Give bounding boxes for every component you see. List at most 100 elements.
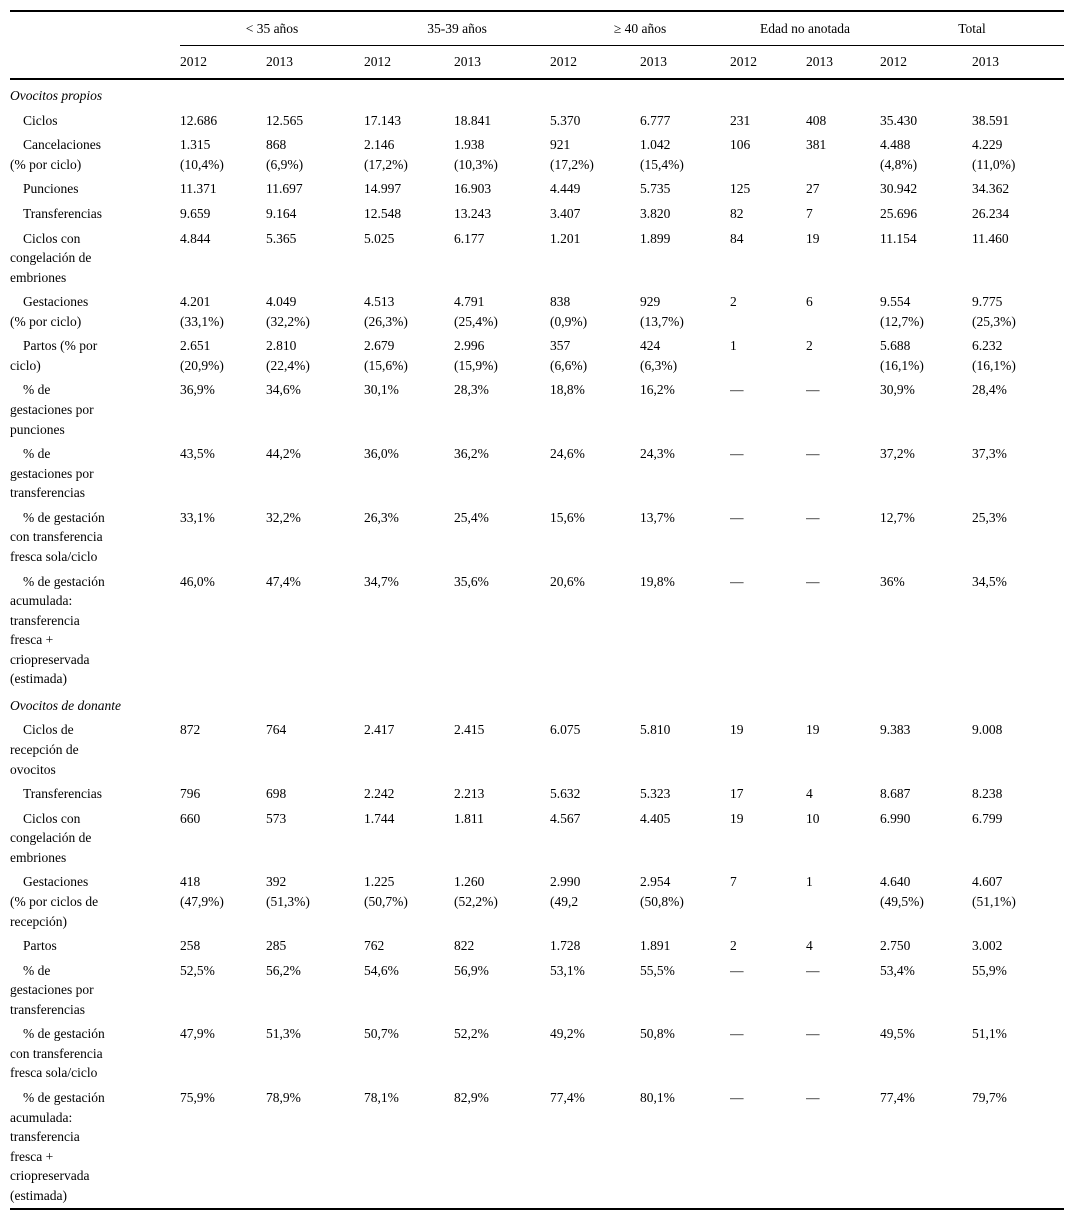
year-header: 2013 <box>972 45 1064 81</box>
table-cell: 16,2% <box>640 382 675 398</box>
table-cell: 34,5% <box>972 573 1007 589</box>
table-cell: 2.415 <box>454 722 485 738</box>
table-cell: 4 <box>806 786 813 802</box>
table-cell: 84 <box>730 230 744 246</box>
table-cell: 868 (6,9%) <box>266 137 304 172</box>
year-header-spacer <box>10 45 180 81</box>
table-cell: 2.146 (17,2%) <box>364 137 408 172</box>
table-row: Punciones 11.371 11.697 14.997 16.903 4.449 5.… <box>10 177 1064 202</box>
column-group-header-under-35: < 35 años <box>180 11 365 46</box>
table-cell: 12,7% <box>880 509 915 525</box>
table-cell: 4.488 (4,8%) <box>880 137 918 172</box>
table-cell: 55,5% <box>640 962 675 978</box>
table-cell: 25,4% <box>454 509 489 525</box>
table-row: Ciclos 12.686 12.565 17.143 18.841 5.370 6.777… <box>10 109 1064 134</box>
table-cell: 79,7% <box>972 1090 1007 1105</box>
table-row: Gestaciones (% por ciclo) 4.201 (33,1%) 4.… <box>10 290 1064 334</box>
table-cell: 9.008 <box>972 722 1003 738</box>
table-cell: 56,2% <box>266 962 301 978</box>
row-label: % de gestación con transferencia fresca … <box>10 509 105 564</box>
table-cell: 51,3% <box>266 1026 301 1042</box>
table-cell: 44,2% <box>266 446 301 462</box>
table-cell: 424 (6,3%) <box>640 338 678 373</box>
table-cell: 2.242 <box>364 786 395 802</box>
table-cell: 54,6% <box>364 962 399 978</box>
table-cell: 9.659 <box>180 205 211 221</box>
table-cell: 19 <box>730 722 744 738</box>
table-cell: 11.697 <box>266 181 303 197</box>
table-row: Cancelaciones (% por ciclo) 1.315 (10,4%)… <box>10 133 1064 177</box>
table-cell: 1 <box>806 874 813 890</box>
table-cell: 4 <box>806 938 813 954</box>
year-header: 2012 <box>730 45 807 81</box>
table-cell: 2.213 <box>454 786 485 802</box>
table-cell: 2.954 (50,8%) <box>640 874 684 909</box>
table-cell: 7 <box>730 874 737 890</box>
table-cell: 25.696 <box>880 205 918 221</box>
table-cell: 50,7% <box>364 1026 399 1042</box>
table-cell: 52,5% <box>180 962 215 978</box>
table-cell: 12.565 <box>266 112 304 128</box>
table-cell: 762 <box>364 938 385 954</box>
table-cell: 3.002 <box>972 938 1003 954</box>
year-header: 2013 <box>454 45 551 81</box>
table-cell: 33,1% <box>180 509 215 525</box>
row-label: % de gestación con transferencia fresca … <box>10 1026 105 1081</box>
table-cell: 9.383 <box>880 722 911 738</box>
table-cell: 9.164 <box>266 205 297 221</box>
table-cell: 55,9% <box>972 962 1007 978</box>
table-cell: — <box>806 382 820 398</box>
table-cell: 5.370 <box>550 112 581 128</box>
table-cell: 32,2% <box>266 509 301 525</box>
table-cell: 27 <box>806 181 820 197</box>
table-cell: 5.323 <box>640 786 671 802</box>
table-row: % de gestación con transferencia fresca … <box>10 506 1064 570</box>
table-cell: 1.938 (10,3%) <box>454 137 498 172</box>
row-label: Partos (% por ciclo) <box>10 338 98 373</box>
table-cell: 231 <box>730 112 751 128</box>
table-cell: 6.177 <box>454 230 485 246</box>
table-cell: 36,0% <box>364 446 399 462</box>
row-label-header <box>10 11 180 45</box>
table-cell: 3.820 <box>640 205 671 221</box>
table-cell: 30,1% <box>364 382 399 398</box>
table-row: % de gestación acumulada: transferencia … <box>10 1086 1064 1209</box>
table-cell: 1.891 <box>640 938 671 954</box>
table-cell: 4.607 (51,1%) <box>972 874 1016 909</box>
table-cell: 764 <box>266 722 287 738</box>
row-label: Cancelaciones (% por ciclo) <box>10 137 101 172</box>
table-cell: — <box>730 446 744 462</box>
table-cell: 381 <box>806 137 827 153</box>
table-row: % de gestación acumulada: transferencia … <box>10 570 1064 692</box>
table-cell: 77,4% <box>550 1090 585 1105</box>
table-cell: 19 <box>806 230 820 246</box>
table-row: Ciclos de recepción de ovocitos 872 764 2.4… <box>10 718 1064 782</box>
table-cell: 392 (51,3%) <box>266 874 310 909</box>
table-cell: 4.405 <box>640 810 671 826</box>
table-cell: 19,8% <box>640 573 675 589</box>
table-row: % de gestaciones por transferencias 52,5%… <box>10 959 1064 1023</box>
table-cell: 6.990 <box>880 810 911 826</box>
table-cell: 5.365 <box>266 230 297 246</box>
table-cell: 78,1% <box>364 1090 399 1105</box>
table-cell: — <box>806 509 820 525</box>
table-cell: 5.632 <box>550 786 581 802</box>
table-cell: 285 <box>266 938 287 954</box>
table-cell: 8.687 <box>880 786 911 802</box>
year-header: 2012 <box>880 45 973 81</box>
table-cell: 2 <box>730 294 737 310</box>
row-label: Ciclos de recepción de ovocitos <box>10 722 79 777</box>
table-cell: 4.567 <box>550 810 581 826</box>
table-cell: 20,6% <box>550 573 585 589</box>
table-cell: 125 <box>730 181 751 197</box>
table-cell: 13,7% <box>640 509 675 525</box>
year-header-row: 2012 2013 2012 2013 2012 2013 2012 2013 … <box>10 45 1064 81</box>
table-cell: 5.688 (16,1%) <box>880 338 924 373</box>
table-cell: 12.548 <box>364 205 402 221</box>
table-cell: 2.990 (49,2 <box>550 874 581 909</box>
table-cell: 52,2% <box>454 1026 489 1042</box>
row-label: Ciclos <box>23 112 58 128</box>
table-cell: 1.042 (15,4%) <box>640 137 684 172</box>
table-cell: 2.750 <box>880 938 911 954</box>
table-cell: — <box>806 573 820 589</box>
